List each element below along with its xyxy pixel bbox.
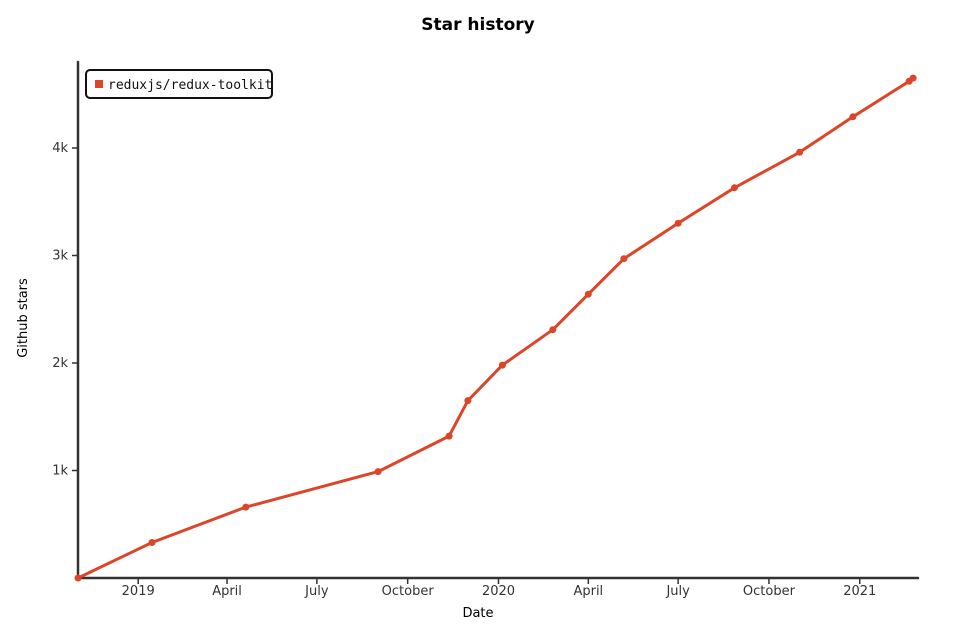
data-point	[464, 397, 472, 405]
data-point	[849, 113, 857, 121]
chart-title: Star history	[421, 15, 534, 35]
x-tick-label: July	[665, 584, 690, 599]
series-layer	[74, 74, 917, 582]
x-ticks: 2019 April July October 2020 April July October…	[122, 578, 876, 599]
x-tick-label: July	[304, 584, 329, 599]
x-tick-label: October	[743, 584, 796, 599]
y-tick-label: 3k	[52, 249, 68, 264]
y-tick-label: 4k	[52, 141, 68, 156]
x-tick-label: April	[573, 584, 603, 599]
x-tick-label: 2019	[122, 584, 155, 599]
y-tick-label: 1k	[52, 464, 68, 479]
y-ticks: 1k 2k 3k 4k	[52, 141, 78, 479]
data-point	[730, 184, 738, 192]
data-point	[74, 574, 82, 582]
data-point	[445, 432, 453, 440]
data-point	[148, 539, 156, 546]
x-tick-label: 2020	[482, 584, 515, 599]
data-point	[796, 148, 804, 156]
data-point	[498, 361, 506, 369]
data-point	[242, 503, 250, 511]
y-tick-label: 2k	[52, 356, 68, 371]
x-tick-label: April	[212, 584, 242, 599]
x-axis-label: Date	[462, 606, 493, 621]
legend-swatch	[95, 80, 103, 88]
legend: reduxjs/redux-toolkit	[85, 69, 273, 99]
x-tick-label: 2021	[843, 584, 876, 599]
x-tick-label: October	[382, 584, 435, 599]
y-axis-label: Github stars	[16, 278, 31, 358]
data-point	[374, 468, 382, 476]
data-point	[584, 290, 592, 298]
legend-box	[85, 69, 273, 99]
data-point	[620, 255, 628, 263]
data-point	[674, 219, 682, 227]
data-point	[549, 326, 557, 334]
legend-series-name: reduxjs/redux-toolkit	[108, 78, 272, 93]
series-line	[76, 76, 915, 580]
data-point	[909, 74, 917, 82]
